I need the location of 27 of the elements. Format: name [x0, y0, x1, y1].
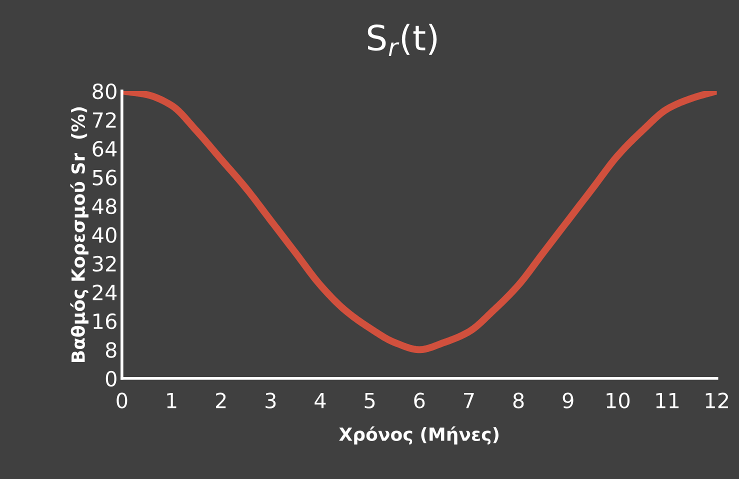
- x-tick-label: 9: [562, 392, 574, 408]
- y-tick-label: 72: [92, 112, 116, 128]
- y-tick-label: 32: [92, 256, 116, 272]
- y-tick-label: 48: [92, 198, 116, 214]
- x-tick-label: 3: [266, 392, 276, 408]
- x-tick-label: 11: [656, 392, 679, 408]
- y-tick-label: 16: [94, 313, 116, 330]
- x-tick-label: 7: [464, 392, 474, 408]
- x-tick-label: 6: [414, 392, 425, 408]
- x-tick-label: 1: [167, 392, 176, 408]
- x-tick-label: 0: [116, 392, 128, 408]
- x-tick-label: 8: [513, 392, 524, 408]
- chart-title: S$_{r}$(t): [368, 24, 437, 56]
- x-tick-label: 4: [314, 392, 326, 408]
- y-tick-label: 8: [106, 342, 116, 358]
- y-tick-label: 80: [92, 83, 116, 100]
- y-tick-label: 0: [106, 370, 116, 387]
- y-tick-label: 64: [92, 140, 117, 157]
- y-tick-label: 24: [92, 284, 117, 300]
- y-axis-title: Βαθμός Κορεσμού Sr (%): [70, 107, 88, 362]
- x-tick-label: 12: [706, 392, 728, 408]
- y-tick-label: 56: [92, 170, 116, 186]
- x-axis-title: Χρόνος (Μήνες): [339, 426, 498, 445]
- x-tick-label: 5: [364, 392, 375, 408]
- x-tick-label: 10: [606, 392, 630, 408]
- x-tick-label: 2: [216, 392, 226, 408]
- y-tick-label: 40: [92, 227, 116, 243]
